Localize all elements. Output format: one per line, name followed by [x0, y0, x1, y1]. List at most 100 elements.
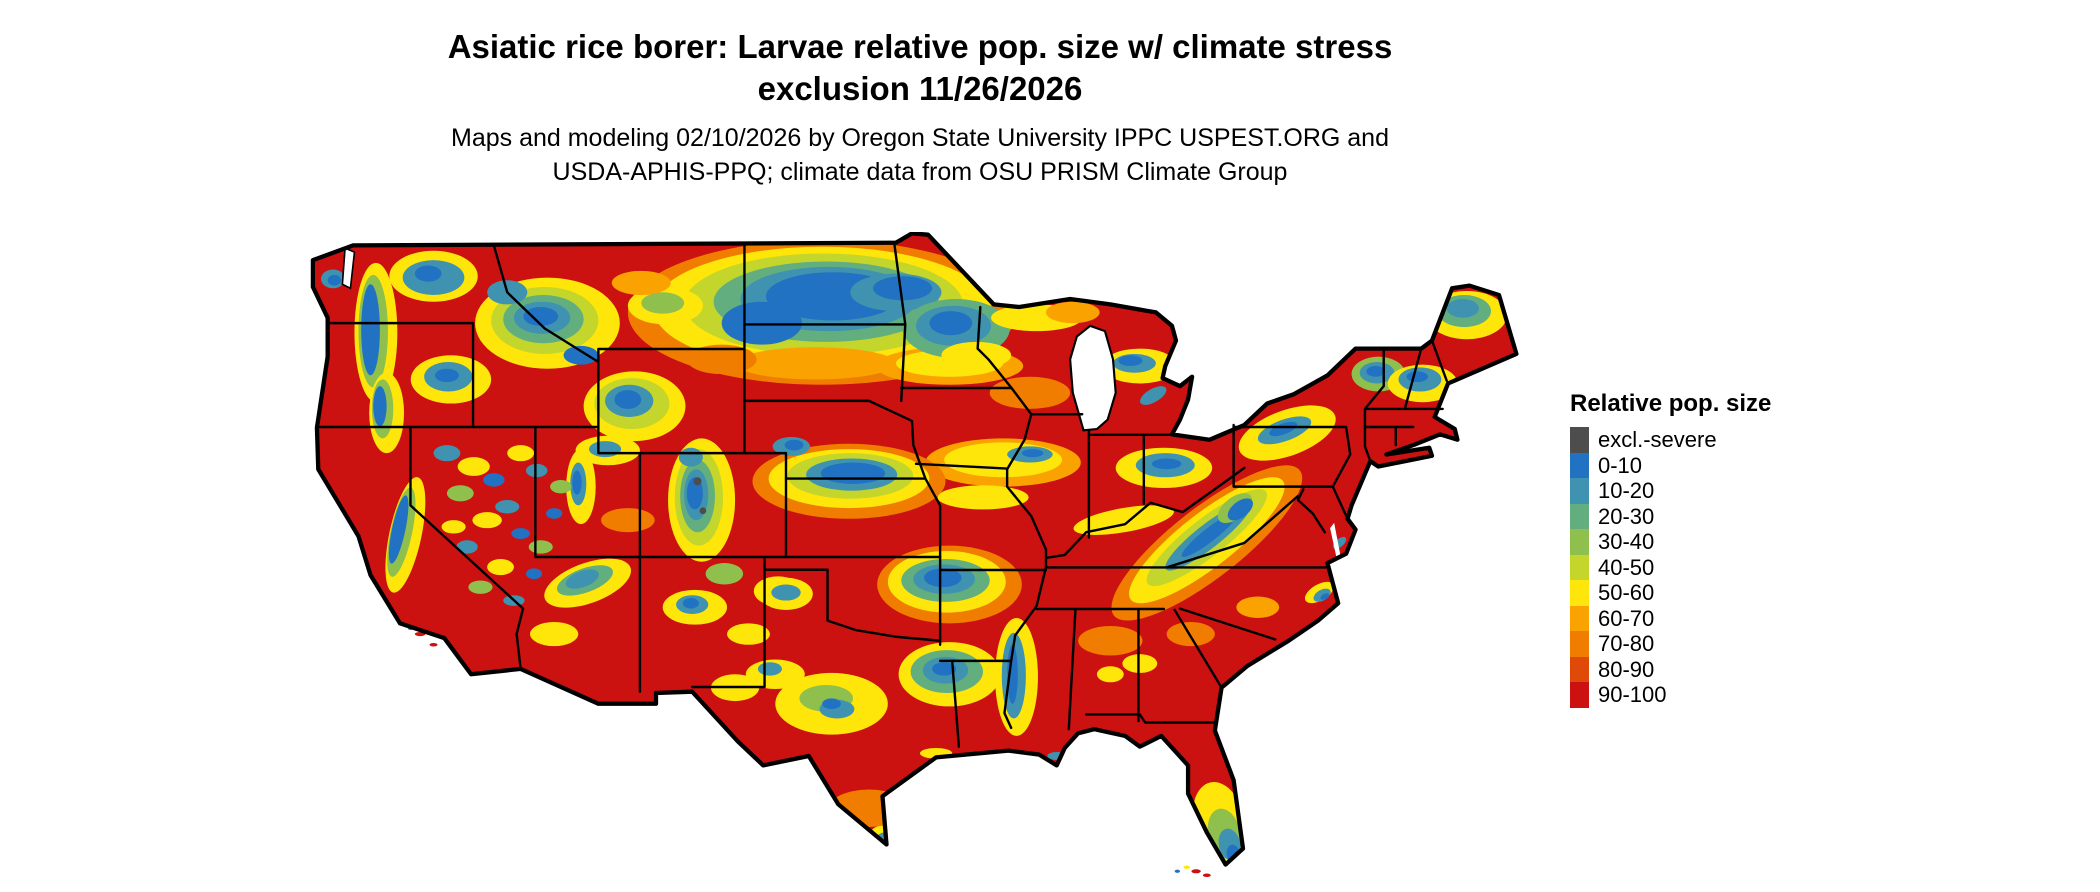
- map-region-blob: [601, 508, 655, 533]
- map-region-blob: [1118, 355, 1143, 367]
- legend-item: 90-100: [1570, 682, 1771, 708]
- legend-label: 40-50: [1598, 554, 1655, 580]
- map-title: Asiatic rice borer: Larvae relative pop.…: [0, 26, 1840, 110]
- map-region-blob: [1122, 654, 1158, 673]
- legend-label: 60-70: [1598, 605, 1655, 631]
- legend-label: 20-30: [1598, 503, 1655, 529]
- legend-label: 10-20: [1598, 478, 1655, 503]
- map-region-blob: [433, 445, 461, 462]
- map-region-blob: [873, 276, 933, 301]
- legend: Relative pop. size excl.-severe 0-10 10-20…: [1570, 390, 1771, 708]
- map-region-blob: [565, 569, 599, 589]
- map-region-blob: [1320, 593, 1330, 600]
- legend-item: 0-10: [1570, 452, 1771, 478]
- map-region-blob: [1174, 869, 1181, 873]
- map-region-blob: [361, 284, 380, 376]
- map-region-blob: [1046, 301, 1100, 324]
- legend-item: 70-80: [1570, 631, 1771, 657]
- legend-item: 30-40: [1570, 529, 1771, 555]
- map-region-blob: [1406, 371, 1428, 383]
- map-region-blob: [1007, 644, 1018, 704]
- map-region-blob: [1181, 512, 1238, 557]
- chesapeake-bay-icon: [1330, 522, 1341, 560]
- legend-swatch: [1570, 427, 1589, 453]
- map-region-blob: [483, 473, 505, 487]
- map-region-blob: [784, 439, 804, 451]
- state-borders-central: [690, 244, 1048, 748]
- legend-swatch: [1570, 503, 1589, 529]
- map-region-blob: [1197, 788, 1219, 802]
- legend-swatch: [1570, 529, 1589, 555]
- map-region-blob: [989, 376, 1071, 409]
- map-region-blob: [327, 274, 342, 286]
- map-region-blob: [530, 622, 579, 647]
- map-region-blob: [526, 463, 548, 478]
- map-region-blob: [614, 390, 642, 409]
- map-region-blob: [941, 341, 1012, 369]
- map-region-blob: [456, 540, 478, 554]
- map-region-blob: [682, 597, 699, 609]
- map-region-blob: [929, 311, 973, 336]
- map-region-blob: [468, 580, 493, 594]
- legend-title: Relative pop. size: [1570, 390, 1772, 417]
- map-region-blob: [550, 479, 572, 494]
- map-region-blob: [495, 500, 520, 514]
- map-region-blob: [1366, 366, 1386, 377]
- map-region-blob: [507, 445, 535, 462]
- legend-item: 50-60: [1570, 580, 1771, 606]
- legend-item: 60-70: [1570, 605, 1771, 631]
- map-region-blob: [472, 512, 502, 529]
- map-region-blob: [1202, 873, 1211, 878]
- state-borders-west: [315, 244, 942, 693]
- map-region-blob: [429, 643, 438, 647]
- legend-swatch: [1570, 605, 1589, 631]
- map-region-blob: [686, 344, 757, 375]
- map-region-blob: [822, 698, 841, 710]
- map-region-blob: [441, 520, 466, 534]
- map-region-blob: [373, 386, 387, 427]
- map-region-blob: [487, 559, 514, 576]
- legend-label: 0-10: [1598, 452, 1643, 478]
- map-region-blob: [693, 477, 702, 486]
- legend-swatch: [1570, 554, 1589, 580]
- map-region-blob: [771, 584, 801, 601]
- legend-swatch: [1570, 682, 1589, 708]
- legend-swatch: [1570, 656, 1589, 682]
- map-region-blob: [526, 568, 543, 580]
- map-region-blob: [1096, 666, 1124, 683]
- map-title-line2: exclusion 11/26/2026: [757, 70, 1083, 108]
- legend-label: 30-40: [1598, 529, 1655, 554]
- map-region-blob: [511, 528, 531, 539]
- puget-sound-icon: [341, 246, 356, 290]
- map-region-blob: [1073, 505, 1174, 535]
- state-borders-east: [900, 305, 1448, 731]
- legend-swatch: [1570, 631, 1589, 657]
- map-region-blob: [1191, 869, 1201, 874]
- map-region-blob: [446, 485, 474, 502]
- map-region-blob: [588, 441, 622, 458]
- map-region-blob: [727, 623, 770, 645]
- map-region-blob: [457, 457, 490, 476]
- map-region-blob: [924, 568, 962, 588]
- map-region-blob: [563, 345, 599, 365]
- map-region-blob: [572, 470, 582, 495]
- map-region-blob: [1151, 458, 1182, 470]
- map-region-blob: [1269, 421, 1298, 437]
- map-region-blob: [388, 495, 409, 564]
- legend-item: 20-30: [1570, 503, 1771, 529]
- legend-item: excl.-severe: [1570, 427, 1771, 453]
- map-region-blob: [611, 270, 671, 295]
- map-region-blob: [1183, 865, 1191, 869]
- legend-item: 40-50: [1570, 554, 1771, 580]
- map-region-blob: [641, 292, 685, 314]
- legend-swatch: [1570, 580, 1589, 606]
- map-region-blob: [937, 485, 1029, 510]
- climate-raster-blobs: [320, 240, 1508, 865]
- map-region-blob: [546, 508, 563, 519]
- map-region-blob: [721, 301, 803, 345]
- map-region-blob: [1227, 498, 1253, 521]
- legend-items: excl.-severe 0-10 10-20 20-30 30-40 40-50 50-6…: [1570, 427, 1771, 708]
- lake-michigan-icon: [1069, 324, 1117, 432]
- map-subtitle: Maps and modeling 02/10/2026 by Oregon S…: [0, 122, 1840, 189]
- map-region-blob: [1166, 622, 1215, 647]
